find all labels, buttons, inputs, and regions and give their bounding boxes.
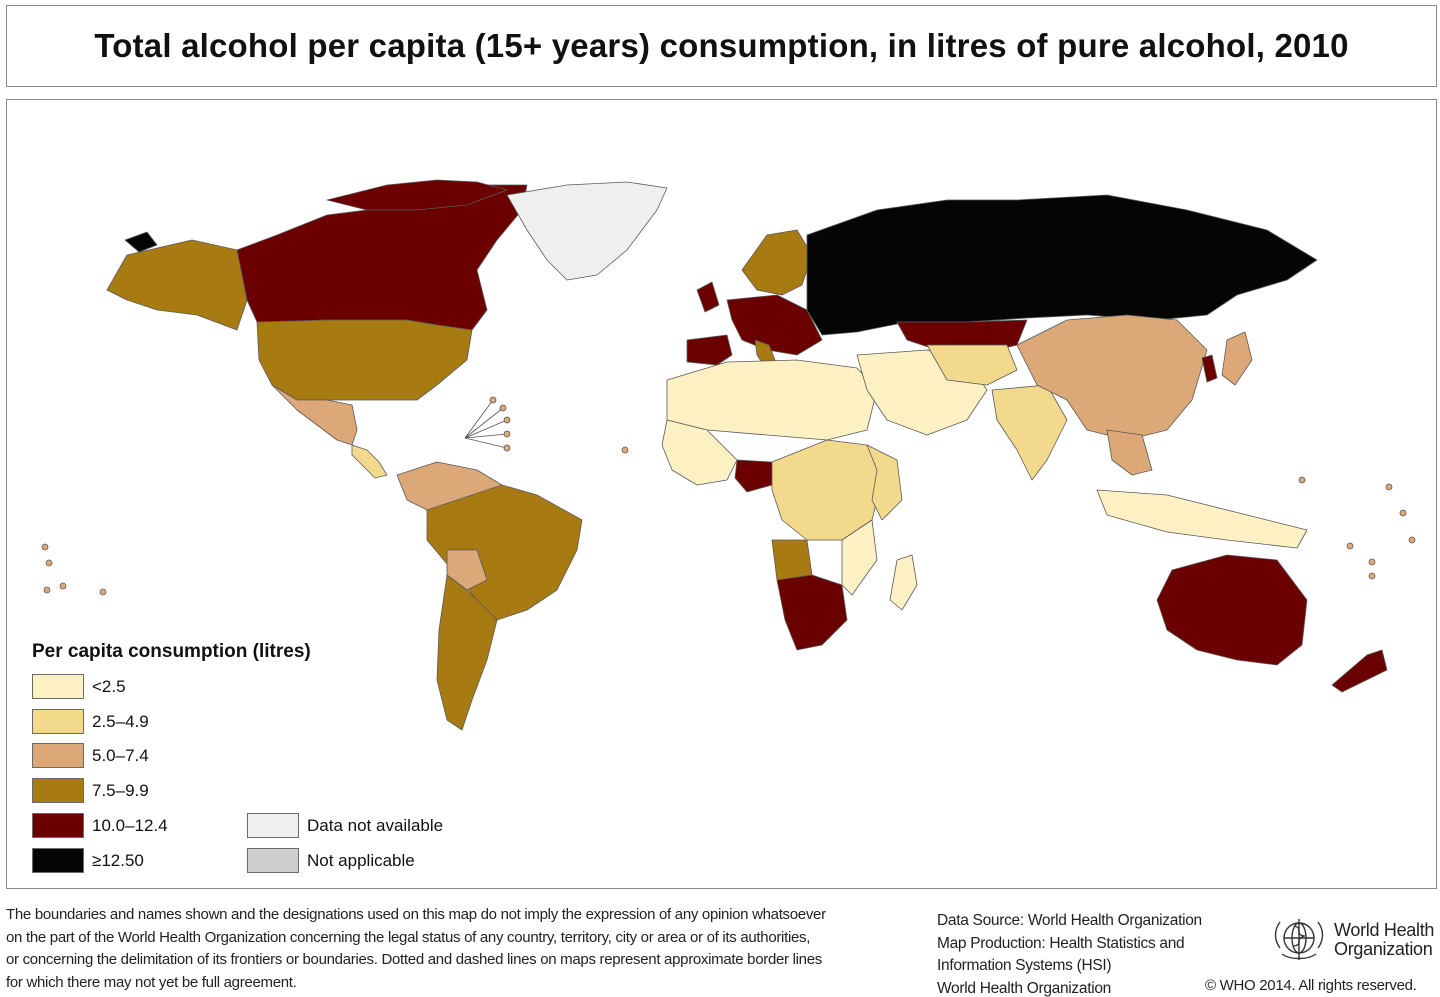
who-name-line: World Health xyxy=(1334,920,1435,940)
region-mexico xyxy=(271,384,358,446)
source-line: Information Systems (HSI) xyxy=(937,957,1112,974)
legend-swatch xyxy=(32,778,84,803)
region-bolivia xyxy=(446,549,488,591)
region-greenland xyxy=(506,181,668,281)
legend-item: Data not available xyxy=(247,813,443,838)
region-angola xyxy=(771,539,813,581)
region-central-europe xyxy=(726,294,823,356)
region-iberia xyxy=(686,334,733,366)
region-west-africa xyxy=(661,419,738,486)
legend-item: 5.0–7.4 xyxy=(32,743,149,768)
region-korea xyxy=(1201,354,1218,383)
legend-label: ≥12.50 xyxy=(92,850,144,870)
who-name-line: Organization xyxy=(1334,939,1433,959)
region-alaska xyxy=(106,239,248,331)
who-logo: World Health Organization xyxy=(1270,910,1435,970)
legend-item: 2.5–4.9 xyxy=(32,709,149,734)
region-indonesia xyxy=(1096,489,1308,549)
disclaimer-line: on the part of the World Health Organiza… xyxy=(6,928,811,946)
disclaimer-line: or concerning the delimitation of its fr… xyxy=(6,951,822,968)
region-new-zealand xyxy=(1331,649,1388,693)
region-mozambique xyxy=(841,519,878,596)
region-japan xyxy=(1221,331,1253,386)
region-scandinavia xyxy=(741,229,813,296)
region-alaska-islands xyxy=(124,231,158,253)
region-nigeria xyxy=(734,459,773,493)
legend-swatch xyxy=(32,743,84,768)
region-australia xyxy=(1156,554,1308,666)
legend-label: 10.0–12.4 xyxy=(92,815,168,835)
region-russia xyxy=(806,194,1318,336)
legend-label: Not applicable xyxy=(307,850,415,870)
disclaimer-line: The boundaries and names shown and the d… xyxy=(6,906,826,923)
small-islands xyxy=(41,446,1416,596)
region-southern-cone xyxy=(436,574,498,731)
legend-swatch xyxy=(32,674,84,699)
data-source-credits: Data Source: World Health Organization M… xyxy=(937,910,1237,997)
copyright: © WHO 2014. All rights reserved. xyxy=(1205,977,1417,994)
region-china xyxy=(1016,314,1208,441)
who-wordmark: World Health Organization xyxy=(1334,921,1434,959)
legend-item: <2.5 xyxy=(32,674,126,699)
legend-item: ≥12.50 xyxy=(32,848,144,873)
map-title: Total alcohol per capita (15+ years) con… xyxy=(94,27,1349,64)
who-emblem-icon xyxy=(1274,919,1324,960)
legend-label: 2.5–4.9 xyxy=(92,711,149,731)
region-india xyxy=(991,384,1068,481)
region-southeast-asia xyxy=(1106,429,1153,476)
map-disclaimer: The boundaries and names shown and the d… xyxy=(6,904,926,994)
legend-title: Per capita consumption (litres) xyxy=(32,641,311,662)
world-map xyxy=(41,179,1416,731)
region-usa xyxy=(256,319,473,401)
legend-swatch xyxy=(247,813,299,838)
legend-item: 10.0–12.4 xyxy=(32,813,168,838)
region-southern-africa xyxy=(776,574,848,651)
legend-label: <2.5 xyxy=(92,676,126,696)
region-east-africa xyxy=(866,444,903,521)
disclaimer-line: for which there may not yet be full agre… xyxy=(6,973,297,991)
region-madagascar xyxy=(889,554,918,611)
map-frame xyxy=(6,99,1437,889)
legend-item: 7.5–9.9 xyxy=(32,778,149,803)
region-canada-arctic xyxy=(326,179,508,211)
legend-label: Data not available xyxy=(307,815,444,835)
legend-item: Not applicable xyxy=(247,848,415,873)
region-central-america xyxy=(351,444,388,479)
source-line: Map Production: Health Statistics and xyxy=(937,934,1185,952)
source-line: World Health Organization xyxy=(937,979,1111,997)
legend-swatch xyxy=(32,813,84,838)
legend-swatch xyxy=(247,848,299,873)
legend-label: 5.0–7.4 xyxy=(92,745,149,765)
source-line: Data Source: World Health Organization xyxy=(937,912,1202,929)
caribbean-callouts xyxy=(464,396,511,452)
region-uk xyxy=(696,281,720,313)
legend-swatch xyxy=(32,709,84,734)
title-box: Total alcohol per capita (15+ years) con… xyxy=(6,5,1437,87)
legend-label: 7.5–9.9 xyxy=(92,780,149,800)
region-central-asia xyxy=(926,344,1018,386)
legend-swatch xyxy=(32,848,84,873)
